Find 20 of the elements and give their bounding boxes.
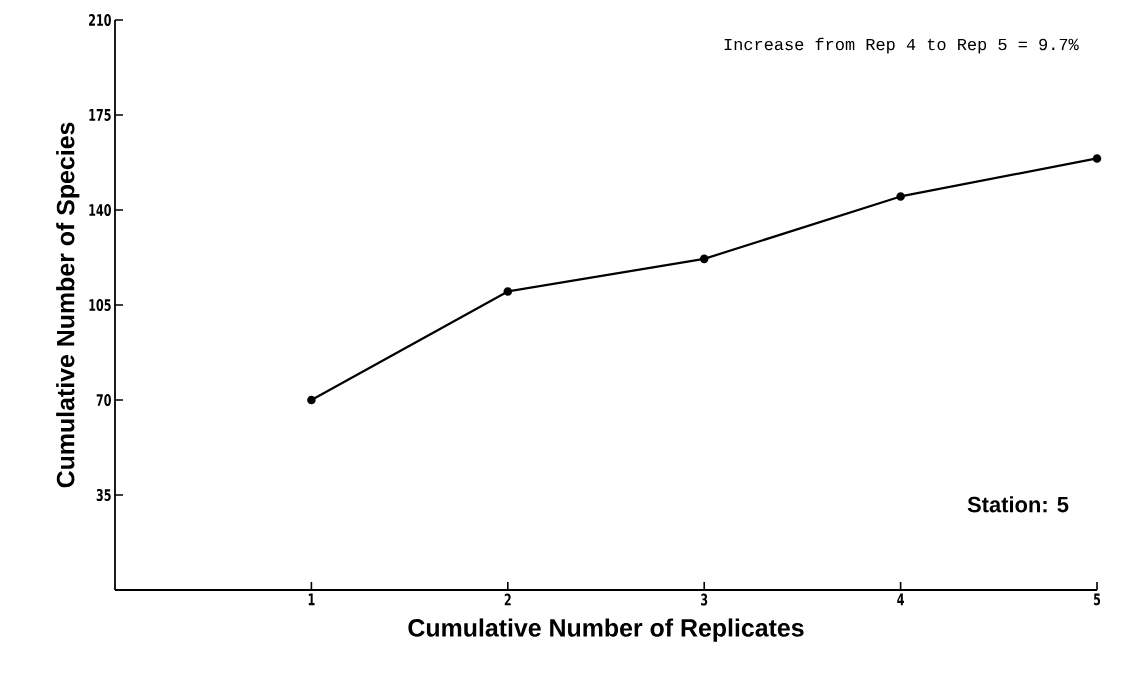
x-axis-title: Cumulative Number of Replicates <box>408 618 804 642</box>
x-tick-label: 3 <box>701 593 708 606</box>
x-tick-label: 2 <box>504 593 511 606</box>
y-tick-label: 70 <box>96 393 111 407</box>
y-tick-label: 140 <box>89 203 111 217</box>
x-tick-label: 1 <box>308 593 315 606</box>
y-tick-label: 175 <box>89 109 111 121</box>
x-tick-label: 4 <box>897 593 904 606</box>
annotation: Increase from Rep 4 to Rep 5 = 9.7% <box>724 37 1079 54</box>
point <box>503 287 513 296</box>
y-tick-label: 105 <box>89 298 111 312</box>
x-tick-label: 5 <box>1093 593 1101 606</box>
y-tick-label: 210 <box>89 13 111 27</box>
point <box>1092 154 1102 163</box>
point <box>896 192 905 201</box>
y-tick-label: 35 <box>96 488 111 502</box>
annotation: Station: 5 <box>967 496 1069 513</box>
y-axis-title: Cumulative Number of Species <box>56 122 80 488</box>
point <box>699 254 709 264</box>
point <box>307 395 316 405</box>
